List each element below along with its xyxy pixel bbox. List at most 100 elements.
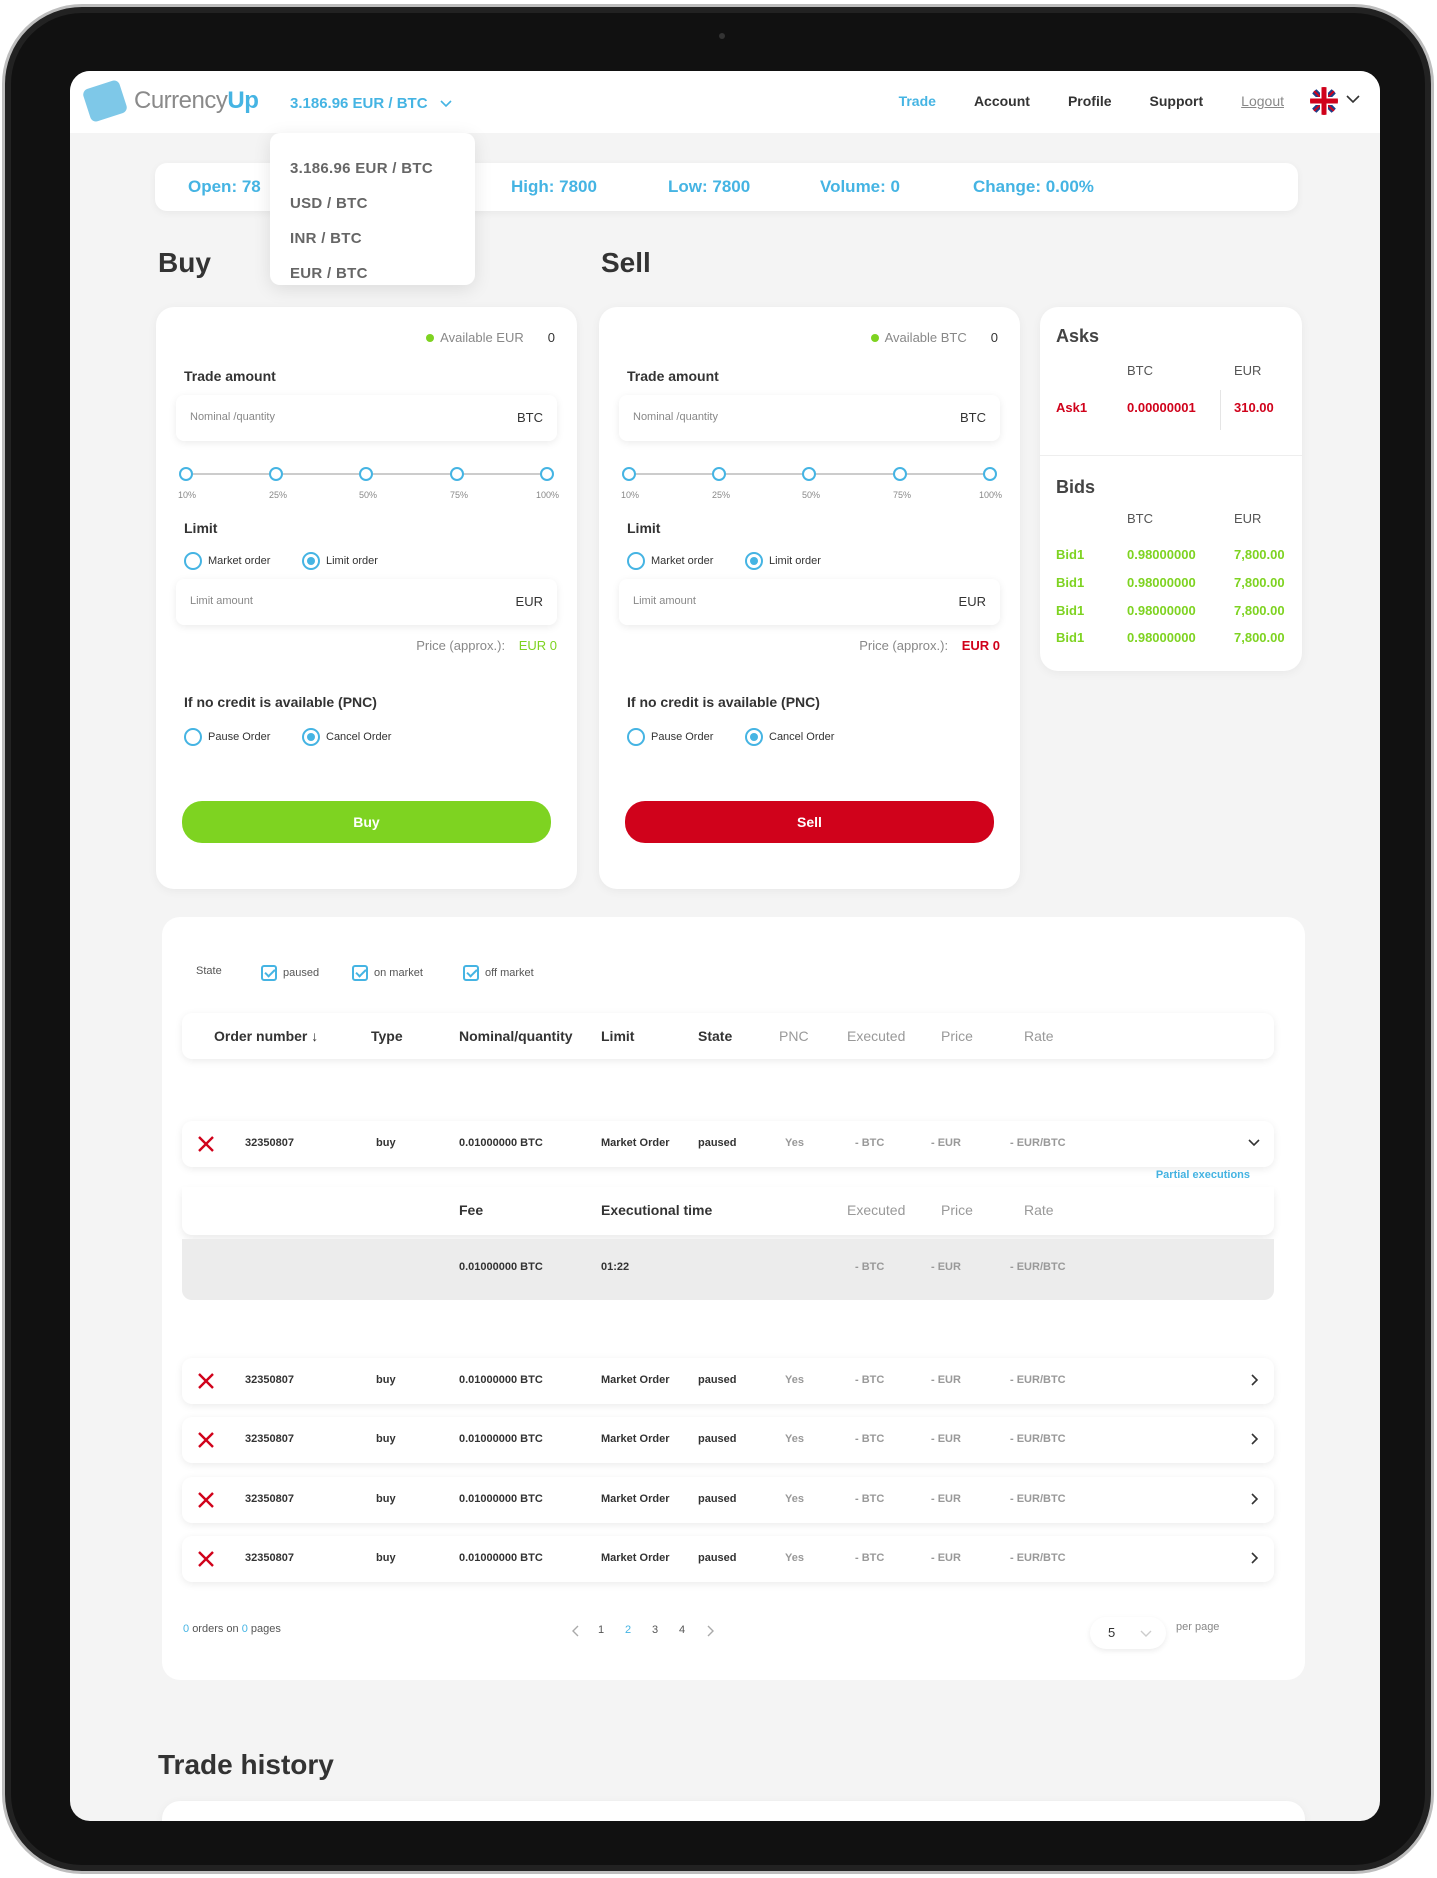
pause-order-radio[interactable]: Pause Order: [627, 728, 713, 746]
filter-on-market[interactable]: on market: [352, 965, 423, 981]
cancel-x-icon[interactable]: [196, 1430, 216, 1450]
bid-label: Bid1: [1056, 603, 1085, 618]
pages-count-value: 0: [241, 1623, 248, 1635]
currency-pair-select[interactable]: 3.186.96 EUR / BTC: [290, 95, 452, 112]
chevron-right-icon[interactable]: [1248, 1374, 1260, 1386]
page-link[interactable]: 1: [598, 1624, 605, 1636]
page-link-current[interactable]: 2: [625, 1624, 632, 1636]
nav-support[interactable]: Support: [1149, 93, 1204, 109]
cancel-order-radio[interactable]: Cancel Order: [302, 728, 391, 746]
col-price: Price: [941, 1202, 973, 1218]
order-row[interactable]: 32350807 buy 0.01000000 BTC Market Order…: [182, 1358, 1274, 1404]
radio-label: Cancel Order: [769, 731, 835, 743]
order-row[interactable]: 32350807 buy 0.01000000 BTC Market Order…: [182, 1417, 1274, 1463]
order-executed: - BTC: [855, 1137, 885, 1149]
chevron-down-icon[interactable]: [1346, 95, 1360, 104]
order-number: 32350807: [245, 1137, 294, 1149]
page-link[interactable]: 4: [679, 1624, 686, 1636]
slider-knob[interactable]: [712, 467, 726, 481]
chevron-right-icon[interactable]: [1248, 1433, 1260, 1445]
logo[interactable]: CurrencyUp: [81, 78, 259, 124]
partial-header: Fee Executional time Executed Price Rate: [182, 1187, 1274, 1235]
cancel-x-icon[interactable]: [196, 1490, 216, 1510]
sell-card: Available BTC 0 Trade amount Nominal /qu…: [599, 307, 1020, 889]
nav-profile[interactable]: Profile: [1067, 93, 1112, 109]
filter-paused[interactable]: paused: [261, 965, 319, 981]
cancel-x-icon[interactable]: [196, 1134, 216, 1154]
limit-amount-input[interactable]: Limit amount EUR: [176, 579, 557, 625]
chevron-right-icon[interactable]: [1248, 1493, 1260, 1505]
currency-pair-value: 3.186.96 EUR / BTC: [290, 95, 428, 112]
pause-order-radio[interactable]: Pause Order: [184, 728, 270, 746]
chevron-down-icon[interactable]: [1248, 1137, 1260, 1149]
trade-amount-label: Trade amount: [627, 368, 719, 384]
slider-knob[interactable]: [450, 467, 464, 481]
logo-icon: [81, 78, 129, 124]
slider-knob[interactable]: [179, 467, 193, 481]
buy-button[interactable]: Buy: [182, 801, 551, 843]
slider-knob[interactable]: [893, 467, 907, 481]
amount-placeholder: Nominal /quantity: [633, 411, 718, 423]
order-nominal: 0.01000000 BTC: [459, 1137, 543, 1149]
dropdown-option[interactable]: EUR / BTC: [290, 265, 368, 282]
per-page-select[interactable]: 5: [1090, 1617, 1166, 1649]
chevron-right-icon[interactable]: [706, 1625, 714, 1637]
cancel-order-radio[interactable]: Cancel Order: [745, 728, 834, 746]
chevron-right-icon[interactable]: [1248, 1552, 1260, 1564]
slider-knob[interactable]: [359, 467, 373, 481]
page-link[interactable]: 3: [652, 1624, 659, 1636]
dropdown-option[interactable]: 3.186.96 EUR / BTC: [290, 160, 433, 177]
nav-trade[interactable]: Trade: [898, 93, 936, 109]
uk-flag-icon[interactable]: [1310, 87, 1338, 115]
currency-pair-dropdown: 3.186.96 EUR / BTC USD / BTC INR / BTC E…: [270, 133, 475, 285]
trade-amount-label: Trade amount: [184, 368, 276, 384]
col-price: Price: [941, 1028, 973, 1044]
market-order-radio[interactable]: Market order: [184, 552, 270, 570]
col-btc: BTC: [1127, 511, 1153, 526]
order-executed: - BTC: [855, 1433, 885, 1445]
order-state: paused: [698, 1374, 737, 1386]
slider-knob[interactable]: [802, 467, 816, 481]
cancel-x-icon[interactable]: [196, 1549, 216, 1569]
partial-executions-link[interactable]: Partial executions: [1155, 1169, 1250, 1181]
slider-knob[interactable]: [622, 467, 636, 481]
order-type: buy: [376, 1552, 396, 1564]
nav-account[interactable]: Account: [973, 93, 1030, 109]
stat-open: Open: 78: [188, 177, 261, 196]
orders-count: 0 orders on 0 pages: [183, 1623, 281, 1635]
partial-row: 0.01000000 BTC 01:22 - BTC - EUR - EUR/B…: [182, 1239, 1274, 1300]
approx-price: Price (approx.): EUR 0: [416, 638, 557, 653]
chevron-left-icon[interactable]: [572, 1625, 580, 1637]
order-nominal: 0.01000000 BTC: [459, 1493, 543, 1505]
dropdown-option[interactable]: INR / BTC: [290, 230, 362, 247]
available-label: Available EUR: [440, 330, 524, 345]
order-row[interactable]: 32350807 buy 0.01000000 BTC Market Order…: [182, 1477, 1274, 1523]
limit-order-radio[interactable]: Limit order: [745, 552, 821, 570]
sell-button[interactable]: Sell: [625, 801, 994, 843]
radio-label: Cancel Order: [326, 731, 392, 743]
slider-knob[interactable]: [983, 467, 997, 481]
nav-logout[interactable]: Logout: [1241, 93, 1284, 109]
amount-input[interactable]: Nominal /quantity BTC: [176, 395, 557, 441]
market-order-radio[interactable]: Market order: [627, 552, 713, 570]
price-value: EUR 0: [518, 638, 557, 653]
amount-input[interactable]: Nominal /quantity BTC: [619, 395, 1000, 441]
col-order-number[interactable]: Order number ↓: [214, 1028, 319, 1044]
limit-order-radio[interactable]: Limit order: [302, 552, 378, 570]
slider-knob[interactable]: [269, 467, 283, 481]
order-row[interactable]: 32350807 buy 0.01000000 BTC Market Order…: [182, 1536, 1274, 1582]
slider-knob[interactable]: [540, 467, 554, 481]
cancel-x-icon[interactable]: [196, 1371, 216, 1391]
limit-amount-input[interactable]: Limit amount EUR: [619, 579, 1000, 625]
radio-icon: [184, 728, 202, 746]
dropdown-option[interactable]: USD / BTC: [290, 195, 368, 212]
col-rate: Rate: [1024, 1028, 1054, 1044]
available-balance: Available BTC 0: [870, 330, 998, 345]
order-row[interactable]: 32350807 buy 0.01000000 BTC Market Order…: [182, 1121, 1274, 1167]
order-state: paused: [698, 1493, 737, 1505]
filter-off-market[interactable]: off market: [463, 965, 534, 981]
col-eur: EUR: [1234, 511, 1262, 526]
stat-low: Low: 7800: [668, 177, 751, 196]
col-exec-time: Executional time: [601, 1202, 713, 1218]
order-price: - EUR: [931, 1374, 961, 1386]
